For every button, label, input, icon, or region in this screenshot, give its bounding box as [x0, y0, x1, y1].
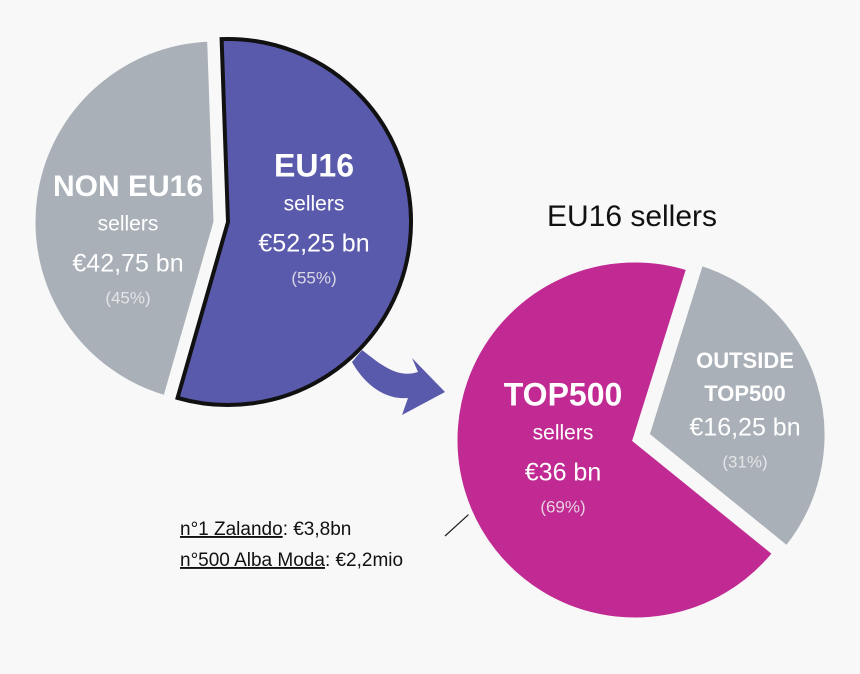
slice-category: TOP500	[504, 376, 623, 412]
slice-amount: €36 bn	[525, 459, 601, 487]
chart-title: EU16 sellers	[547, 200, 717, 233]
annotation: n°1 Zalando: €3,8bn	[180, 519, 351, 540]
annotation-name: n°1 Zalando	[180, 519, 283, 540]
slice-amount: €16,25 bn	[689, 414, 800, 442]
annotation: n°500 Alba Moda: €2,2mio	[180, 550, 403, 571]
slice-amount: €52,25 bn	[258, 230, 369, 258]
slice-percent: (55%)	[291, 268, 336, 287]
slice-sublabel: sellers	[533, 422, 594, 445]
slice-percent: (31%)	[722, 452, 767, 471]
slice-percent: (69%)	[540, 497, 585, 516]
pie-slice	[644, 260, 830, 552]
annotation-detail: : €2,2mio	[325, 550, 403, 571]
arrow	[352, 350, 445, 415]
slice-percent: (45%)	[105, 288, 150, 307]
slice-category: NON EU16	[53, 170, 203, 203]
pie-slice	[175, 37, 413, 407]
pie-slice	[452, 257, 779, 623]
annotation-name: n°500 Alba Moda	[180, 550, 325, 571]
slice-category: EU16	[274, 147, 354, 183]
slice-category: OUTSIDE TOP500	[696, 348, 794, 406]
slice-sublabel: sellers	[98, 213, 159, 236]
slice-amount: €42,75 bn	[72, 250, 183, 278]
annotation-detail: : €3,8bn	[283, 519, 352, 540]
pie-slice	[30, 36, 219, 402]
slice-sublabel: sellers	[284, 193, 345, 216]
